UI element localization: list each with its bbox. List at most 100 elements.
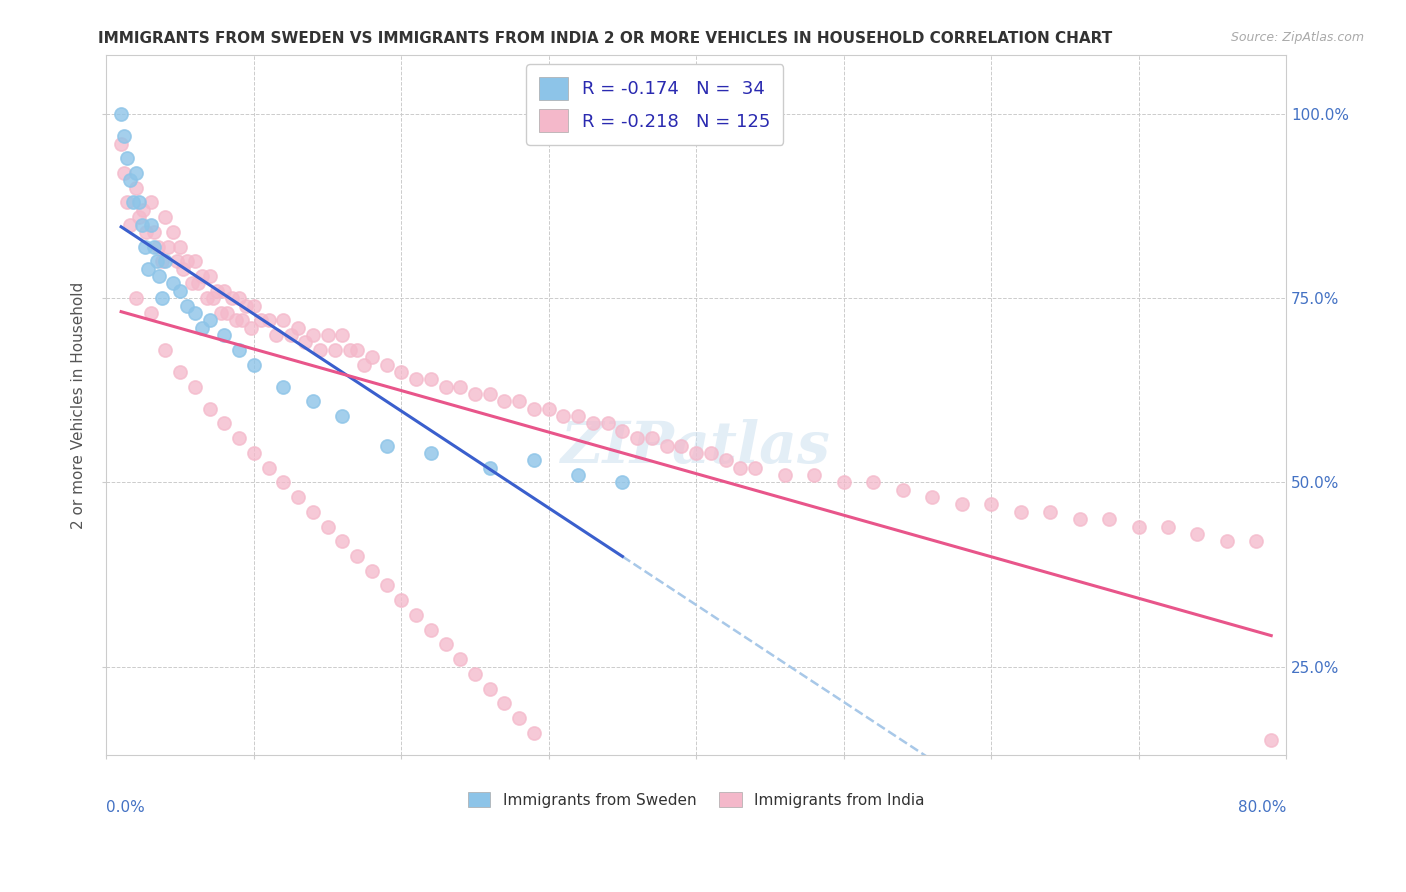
Point <box>264 328 287 343</box>
Point <box>1187 527 1209 541</box>
Text: 0.0%: 0.0% <box>107 800 145 815</box>
Point <box>389 593 412 607</box>
Point <box>221 291 243 305</box>
Point <box>157 240 180 254</box>
Point <box>110 136 132 151</box>
Point <box>214 284 236 298</box>
Point <box>419 623 441 637</box>
Point <box>671 438 693 452</box>
Point <box>162 277 184 291</box>
Point <box>184 379 207 393</box>
Point <box>891 483 914 497</box>
Y-axis label: 2 or more Vehicles in Household: 2 or more Vehicles in Household <box>72 281 86 529</box>
Point <box>1216 534 1239 549</box>
Point <box>131 218 153 232</box>
Point <box>641 431 664 445</box>
Point <box>112 166 135 180</box>
Point <box>494 394 516 409</box>
Point <box>405 607 427 622</box>
Point <box>176 254 198 268</box>
Point <box>464 387 486 401</box>
Point <box>115 151 138 165</box>
Point <box>115 195 138 210</box>
Text: Source: ZipAtlas.com: Source: ZipAtlas.com <box>1230 31 1364 45</box>
Point <box>152 291 174 305</box>
Point <box>1069 512 1091 526</box>
Point <box>523 453 546 467</box>
Point <box>287 320 309 334</box>
Point <box>508 394 530 409</box>
Point <box>273 313 295 327</box>
Point <box>294 335 316 350</box>
Point <box>198 401 221 416</box>
Point <box>118 173 141 187</box>
Point <box>139 195 162 210</box>
Point <box>612 475 634 490</box>
Point <box>323 343 346 357</box>
Point <box>239 320 262 334</box>
Point <box>523 401 546 416</box>
Point <box>434 637 457 651</box>
Point <box>582 417 605 431</box>
Point <box>375 358 398 372</box>
Point <box>346 343 368 357</box>
Point <box>166 254 188 268</box>
Point <box>950 498 973 512</box>
Point <box>803 468 825 483</box>
Point <box>700 446 723 460</box>
Point <box>187 277 209 291</box>
Point <box>330 409 353 423</box>
Point <box>1098 512 1121 526</box>
Point <box>146 240 169 254</box>
Point <box>250 313 273 327</box>
Point <box>135 225 157 239</box>
Point <box>494 697 516 711</box>
Point <box>125 180 148 194</box>
Point <box>191 320 214 334</box>
Point <box>330 534 353 549</box>
Point <box>685 446 707 460</box>
Point <box>714 453 737 467</box>
Point <box>201 291 224 305</box>
Point <box>419 372 441 386</box>
Point <box>243 446 266 460</box>
Point <box>287 490 309 504</box>
Point <box>176 299 198 313</box>
Point <box>134 240 156 254</box>
Point <box>122 195 145 210</box>
Point <box>228 291 250 305</box>
Point <box>280 328 302 343</box>
Point <box>508 711 530 725</box>
Point <box>217 306 239 320</box>
Point <box>375 438 398 452</box>
Point <box>172 261 194 276</box>
Point <box>136 261 159 276</box>
Point <box>744 460 766 475</box>
Point <box>537 401 560 416</box>
Point <box>180 277 202 291</box>
Point <box>419 446 441 460</box>
Point <box>125 166 148 180</box>
Point <box>655 438 678 452</box>
Point <box>478 460 501 475</box>
Point <box>612 424 634 438</box>
Point <box>214 328 236 343</box>
Point <box>449 379 471 393</box>
Point <box>862 475 884 490</box>
Point <box>257 313 280 327</box>
Point <box>730 460 752 475</box>
Point <box>243 358 266 372</box>
Point <box>339 343 361 357</box>
Point <box>449 652 471 666</box>
Point <box>301 394 323 409</box>
Point <box>128 210 150 224</box>
Point <box>360 564 382 578</box>
Point <box>257 460 280 475</box>
Point <box>148 269 170 284</box>
Point <box>195 291 218 305</box>
Point <box>596 417 619 431</box>
Point <box>139 306 162 320</box>
Point <box>132 202 155 217</box>
Point <box>434 379 457 393</box>
Point <box>405 372 427 386</box>
